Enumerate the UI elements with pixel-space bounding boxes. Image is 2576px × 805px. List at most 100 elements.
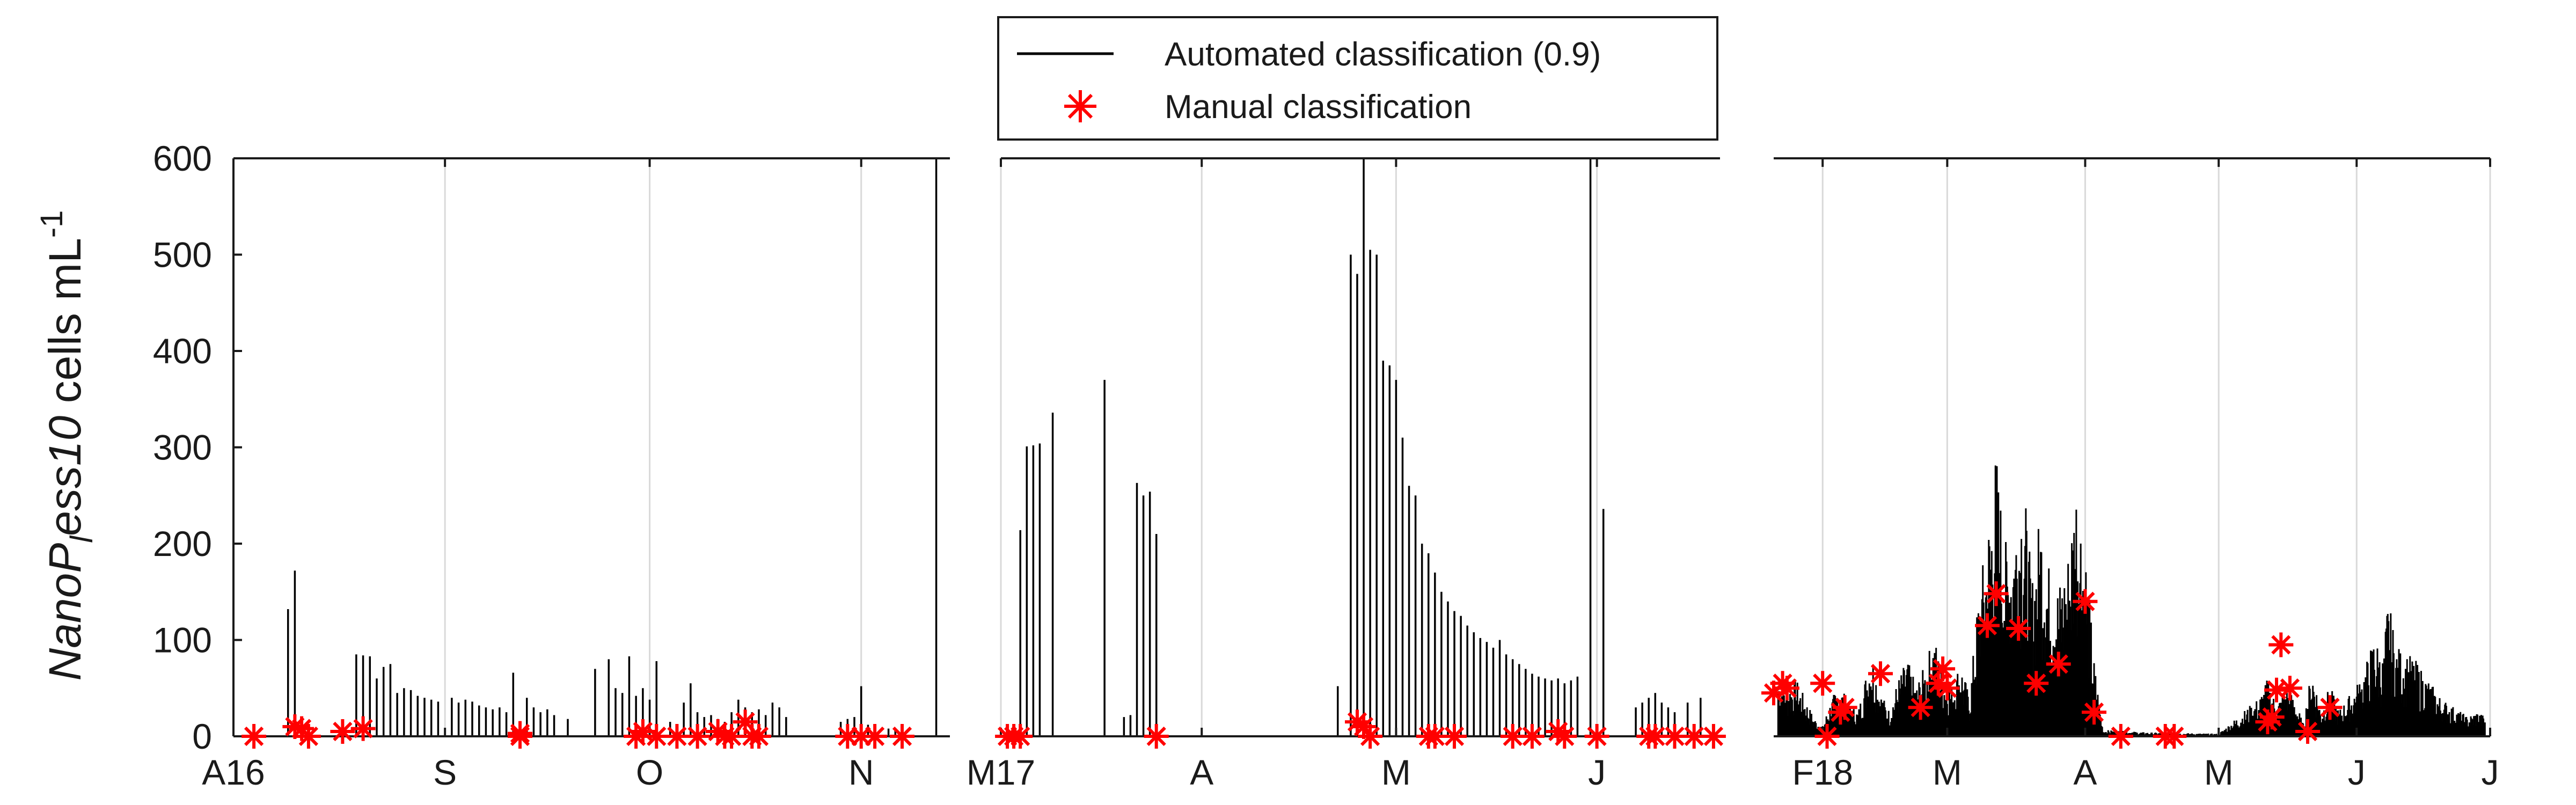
x-tick-label: A [1190, 752, 1213, 792]
manual-point-stroke [647, 726, 667, 747]
manual-point-stroke [1645, 726, 1665, 747]
manual-point [296, 724, 321, 749]
manual-point [1701, 724, 1726, 749]
manual-point [350, 716, 376, 741]
manual-point-stroke [298, 726, 319, 747]
manual-point-stroke [1522, 726, 1542, 747]
manual-point-stroke [2262, 707, 2282, 727]
manual-point [1144, 724, 1169, 749]
x-tick-label: F18 [1792, 752, 1853, 792]
automated-series [1019, 158, 1702, 736]
y-axis-label: NanoPless10 cells mL-1 [34, 210, 99, 681]
manual-point [890, 724, 914, 749]
y-tick-label: 100 [153, 620, 212, 660]
manual-point [685, 724, 710, 749]
manual-point [1774, 676, 1799, 701]
manual-point-stroke [1933, 659, 1953, 679]
manual-point [2277, 676, 2302, 701]
x-tick-label: J [2482, 752, 2499, 792]
y-axis-label-group: NanoPless10 cells mL-1 [34, 210, 99, 681]
manual-point [2259, 705, 2285, 730]
x-tick-label: M [2204, 752, 2234, 792]
manual-point-stroke [633, 721, 653, 742]
manual-point [1008, 724, 1033, 749]
manual-point-stroke [1146, 726, 1166, 747]
manual-point [1908, 695, 1933, 720]
manual-point-stroke [2164, 726, 2184, 747]
manual-point-stroke [1444, 726, 1465, 747]
manual-point [862, 724, 888, 749]
manual-point-stroke [1777, 678, 1797, 698]
panel-2: M17 A M J [967, 157, 1726, 792]
manual-point-stroke [244, 726, 264, 747]
manual-point [1422, 724, 1447, 749]
manual-point-stroke [687, 726, 707, 747]
manual-point [2317, 695, 2343, 720]
manual-point-stroke [2084, 702, 2104, 722]
manual-series [241, 709, 914, 749]
manual-point-stroke [2008, 618, 2029, 639]
manual-point-stroke [1937, 678, 1957, 698]
manual-point-stroke [892, 726, 912, 747]
x-tick-label: J [1588, 752, 1606, 792]
automated-series [287, 158, 938, 736]
manual-point-stroke [1425, 726, 1445, 747]
manual-point [241, 724, 267, 749]
y-axis: 0 100 200 300 400 500 600 [153, 138, 212, 756]
legend-box [997, 16, 1718, 141]
manual-point-stroke [1360, 726, 1380, 747]
manual-point-stroke [333, 721, 353, 742]
manual-point-stroke [749, 726, 769, 747]
y-tick-label: 500 [153, 235, 212, 275]
manual-point-stroke [2111, 726, 2131, 747]
x-tick-label: A16 [202, 752, 265, 792]
manual-point [2082, 700, 2106, 725]
manual-point-stroke [1870, 664, 1891, 684]
panel-3: F18 M A M J J [1761, 157, 2499, 792]
manual-point-stroke [1817, 726, 1837, 747]
manual-point-stroke [667, 726, 687, 747]
legend-label-automated: Automated classification (0.9) [1165, 36, 1601, 73]
x-tick-label: M17 [967, 752, 1035, 792]
x-tick-label: N [848, 752, 874, 792]
manual-point [1552, 724, 1577, 749]
manual-point-stroke [1503, 726, 1523, 747]
manual-point [2162, 724, 2187, 749]
y-axis-label-italic: NanoP [40, 543, 90, 681]
manual-point [1930, 656, 1956, 682]
manual-point-stroke [2271, 635, 2291, 655]
x-tick-label: M [1381, 752, 1411, 792]
manual-point-stroke [1703, 726, 1724, 747]
manual-point-stroke [865, 726, 885, 747]
manual-series [1761, 581, 2343, 749]
panel-1: A16 S O N [202, 157, 950, 792]
manual-point-stroke [1977, 616, 1997, 635]
manual-point-stroke [510, 723, 530, 743]
manual-point [1442, 724, 1467, 749]
manual-point [2024, 671, 2049, 696]
x-tick-label: J [2348, 752, 2366, 792]
x-tick-label: M [1933, 752, 1962, 792]
manual-point-stroke [1835, 698, 1855, 718]
manual-point [1984, 581, 2009, 606]
y-tick-label: 600 [153, 138, 212, 178]
manual-point-stroke [1587, 726, 1607, 747]
x-tick-label: S [433, 752, 457, 792]
manual-series [995, 709, 1726, 749]
y-tick-label: 300 [153, 428, 212, 467]
manual-point [1519, 724, 1545, 749]
manual-point [1935, 676, 1960, 701]
manual-point [1975, 613, 2000, 638]
automated-series [1777, 465, 2486, 736]
manual-point [1358, 724, 1383, 749]
chart-panels: 0 100 200 300 400 500 600 A16 S O N M17 A M J F18 M A M J J [153, 138, 2499, 792]
manual-point-stroke [1684, 726, 1704, 747]
manual-point-stroke [2266, 680, 2287, 700]
manual-point [747, 724, 771, 749]
y-axis-label-units: cells mL [40, 238, 90, 415]
manual-point-stroke [1813, 674, 1833, 693]
manual-point [1832, 695, 1857, 720]
manual-point-stroke [2075, 591, 2095, 611]
manual-point-stroke [2297, 721, 2318, 742]
